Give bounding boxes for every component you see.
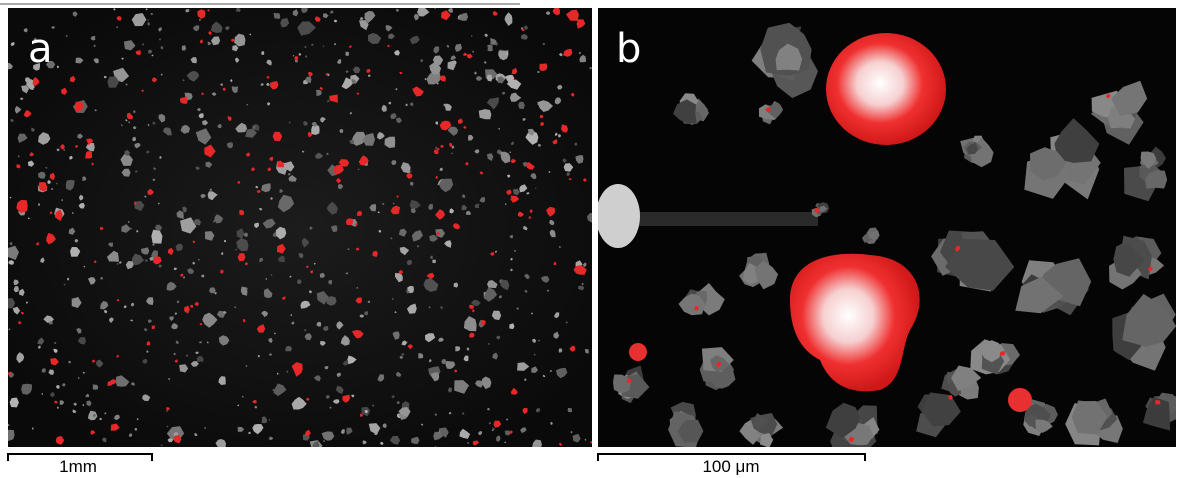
red-particle: [826, 33, 946, 145]
red-particle: [346, 218, 354, 225]
gray-particle: [261, 51, 264, 55]
page: {"panels": [{"label": "a", "scale_bar": …: [0, 0, 1179, 478]
gray-particle: [316, 90, 322, 96]
red-particle: [1008, 388, 1032, 412]
gray-particle: [274, 13, 281, 19]
gray-particle: [133, 110, 135, 112]
gray-particle: [285, 346, 292, 351]
red-particle: [1155, 400, 1160, 404]
panel-label: a: [28, 26, 53, 72]
red-particle: [387, 45, 389, 47]
panel-a-image: [8, 8, 592, 447]
red-particle: [629, 343, 647, 361]
red-particle: [152, 326, 155, 330]
gray-particle: [487, 45, 493, 52]
gray-particle: [462, 413, 464, 415]
red-particle: [357, 211, 362, 216]
gray-particle: [518, 102, 525, 109]
gray-particle: [479, 109, 492, 119]
gray-particle: [432, 260, 436, 264]
gray-particle: [568, 408, 572, 412]
scale-bar-label: 100 μm: [702, 457, 759, 476]
gray-particle: [418, 353, 423, 358]
scale-bar-label: 1mm: [59, 457, 97, 476]
gray-particle: [364, 311, 368, 315]
bright-particle: [596, 184, 640, 248]
panel-label: b: [616, 26, 641, 72]
figure: a b 1mm 100 μm: [0, 0, 1179, 478]
gray-particle: [236, 7, 241, 12]
